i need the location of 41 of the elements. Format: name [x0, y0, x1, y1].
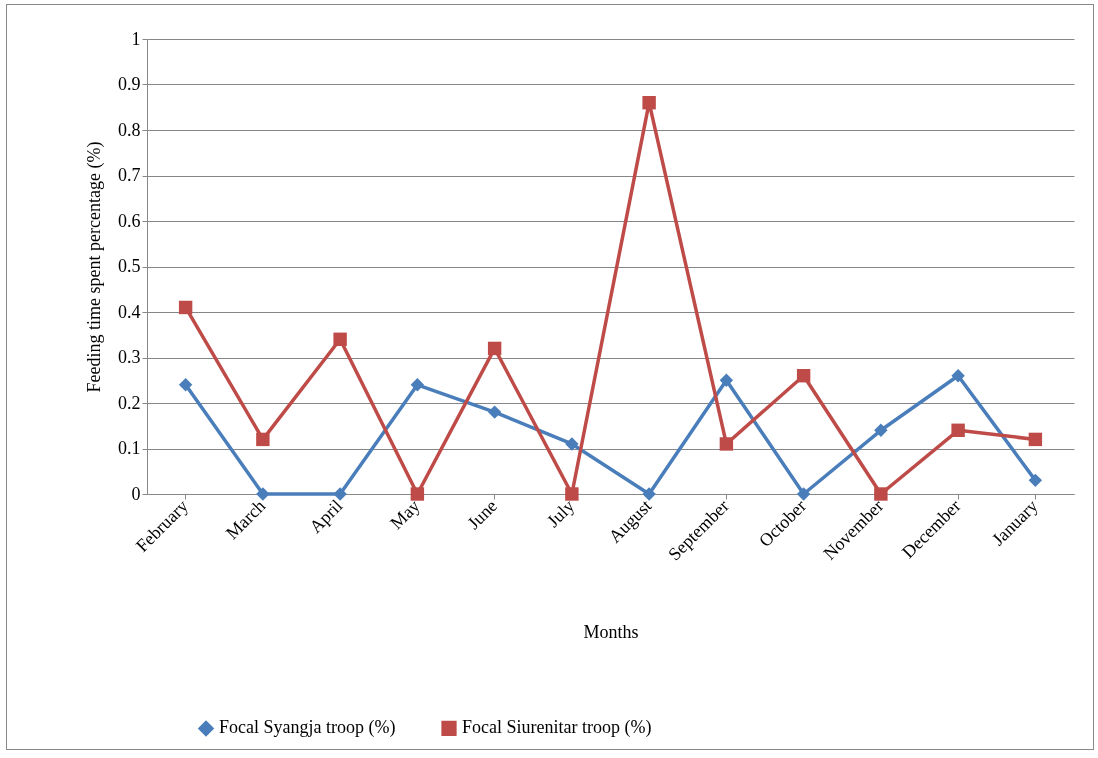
- point: [410, 378, 425, 392]
- point: [874, 423, 888, 438]
- point: [333, 332, 347, 347]
- x-tick-label: June: [463, 495, 501, 534]
- point: [487, 405, 502, 419]
- y-tick-label: 0.4: [118, 301, 141, 322]
- y-tick-label: 0.8: [118, 119, 141, 140]
- legend-label: Focal Syangja troop (%): [219, 717, 396, 739]
- point: [565, 437, 579, 451]
- point: [719, 373, 734, 387]
- point: [565, 487, 579, 501]
- point: [1028, 473, 1043, 488]
- x-tick-label: May: [386, 495, 424, 534]
- y-axis-title: Feeding time spent percentage (%): [84, 141, 105, 393]
- point: [642, 95, 656, 110]
- point: [719, 437, 734, 451]
- x-tick-label: July: [542, 495, 579, 532]
- point: [951, 423, 965, 438]
- point: [796, 368, 811, 383]
- point: [178, 300, 193, 315]
- point: [256, 432, 270, 447]
- y-tick-label: 0: [131, 483, 141, 504]
- point: [796, 487, 811, 501]
- y-tick-label: 0.2: [118, 392, 141, 413]
- point: [874, 487, 888, 501]
- point: [178, 378, 193, 392]
- y-tick-label: 0.3: [118, 347, 141, 367]
- y-tick-label: 0.6: [118, 210, 141, 231]
- y-tick-label: 0.7: [118, 165, 141, 185]
- y-tick-label: 0.9: [118, 74, 141, 94]
- x-axis-title: Months: [583, 622, 639, 643]
- y-tick-label: 0.1: [118, 438, 141, 458]
- y-tick-label: 1: [131, 28, 141, 49]
- y-tick-label: 0.5: [118, 256, 141, 276]
- point: [410, 487, 425, 501]
- point: [487, 341, 502, 356]
- legend-label: Focal Siurenitar troop (%): [462, 717, 652, 739]
- point: [951, 368, 965, 383]
- point: [642, 487, 656, 501]
- point: [256, 487, 270, 501]
- point: [1028, 432, 1043, 447]
